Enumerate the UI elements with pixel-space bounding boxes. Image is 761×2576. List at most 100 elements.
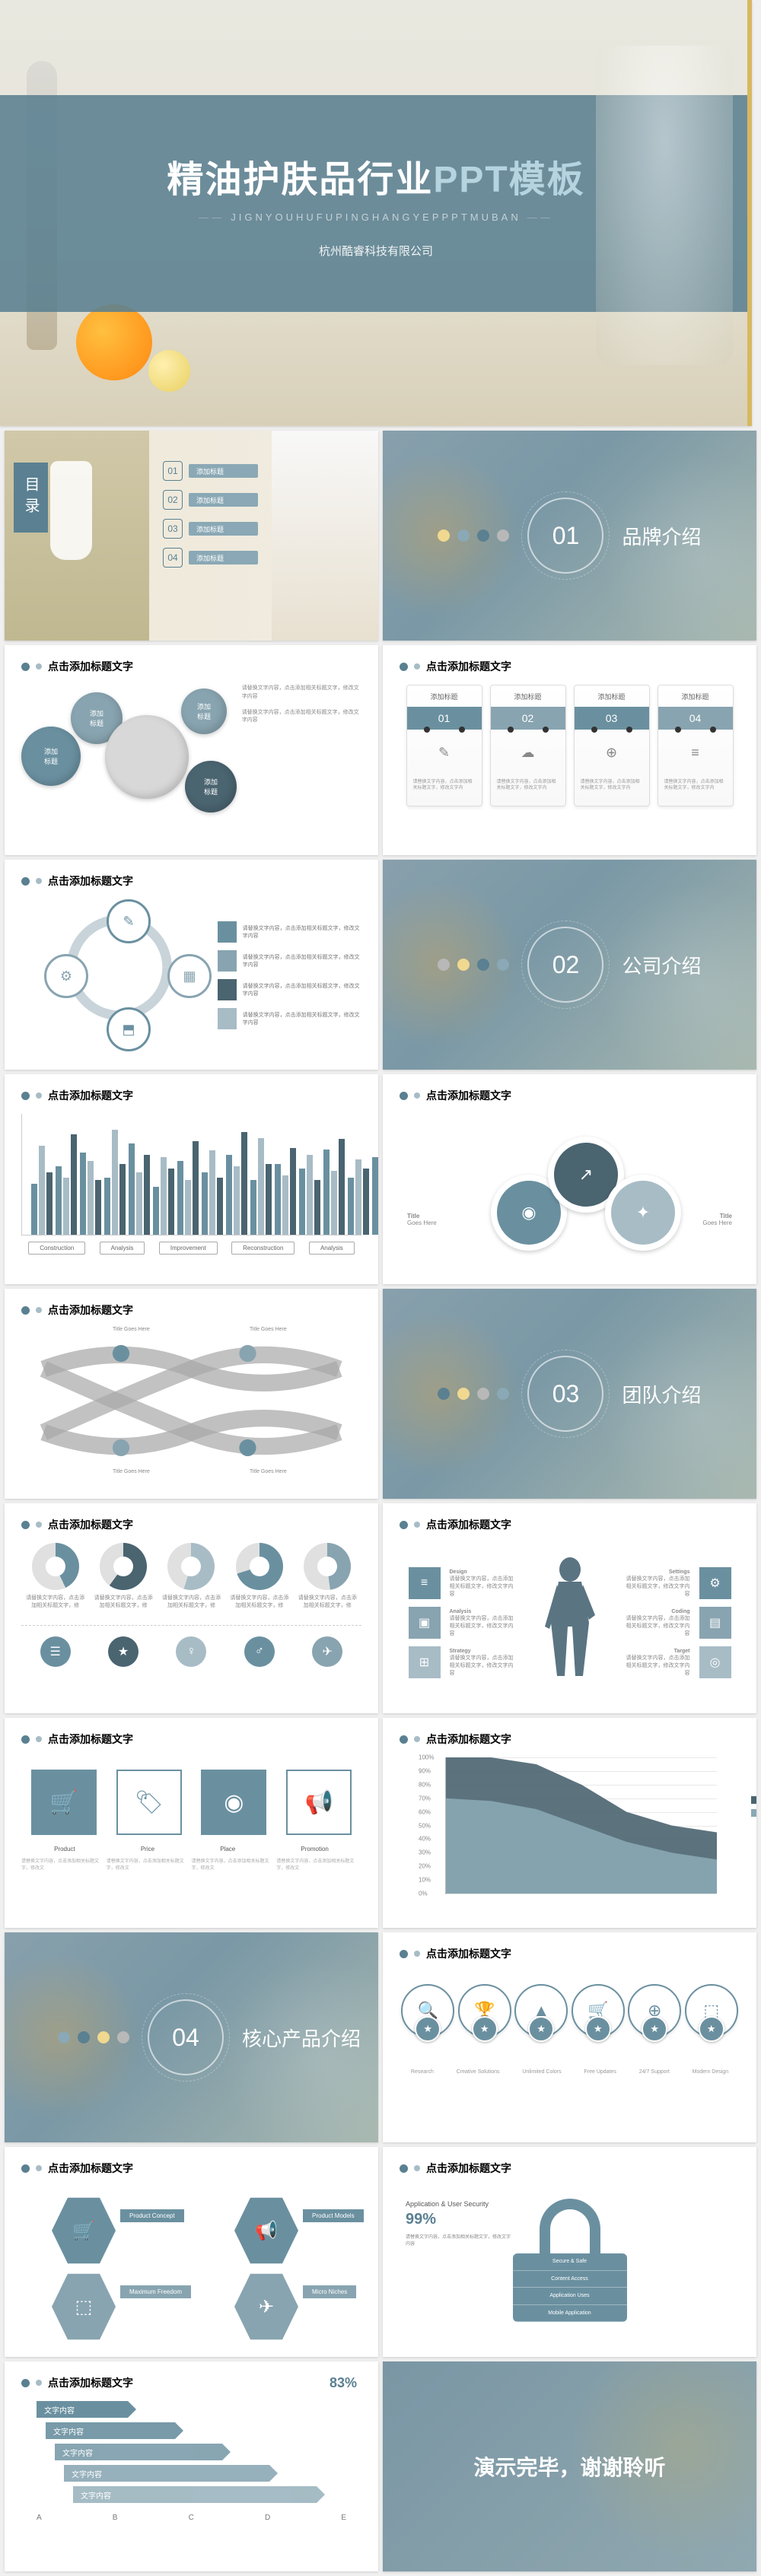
slide-title: 点击添加标题文字 <box>48 1732 133 1747</box>
card-head: 添加标题 <box>658 685 733 707</box>
icon-label: Coding请替换文字内容，点击添加相关标题文字，修改文字内容 <box>622 1609 690 1637</box>
card-head: 添加标题 <box>575 685 649 707</box>
legend-row: 请替换文字内容，点击添加相关标题文字，修改文字内容 <box>218 1008 361 1029</box>
left-col: ≡Design请替换文字内容，点击添加相关标题文字，修改文字内容 ▣Analys… <box>409 1567 518 1678</box>
ylabel: 10% <box>419 1877 431 1884</box>
dot-icon <box>97 2031 110 2043</box>
circle-label: Unlimited Colors <box>522 2069 561 2075</box>
dot-icon <box>497 1388 509 1400</box>
decor-lemon <box>148 350 190 392</box>
sq-sub: 请替换文字内容，点击添加相关标题文字，修改文 <box>107 1857 192 1871</box>
bullet-icon <box>21 663 30 671</box>
bar <box>307 1155 313 1235</box>
dot-icon <box>117 2031 129 2043</box>
slide-title: 点击添加标题文字 <box>426 2161 511 2176</box>
donut: 请替换文字内容，点击添加相关标题文字，修 <box>93 1543 154 1610</box>
info-card[interactable]: 添加标题 01 ✎ 请替换文字内容，点击添加相关标题文字，修改文字内 <box>406 685 482 806</box>
right-col: Settings请替换文字内容，点击添加相关标题文字，修改文字内容⚙ Codin… <box>622 1567 731 1678</box>
square-row: 🛒🏷◉📢 <box>21 1770 361 1835</box>
square-icon: ▤ <box>699 1607 731 1639</box>
bar <box>348 1178 354 1235</box>
lock-layer: Mobile Application <box>513 2305 627 2323</box>
bar <box>136 1172 142 1236</box>
arrow-bar: 文字内容 <box>64 2465 269 2482</box>
sq-label: Place <box>220 1846 235 1852</box>
toc-num: 04 <box>163 548 183 568</box>
legend-row: 请替换文字内容，点击添加相关标题文字，修改文字内容 <box>218 921 361 943</box>
donut: 请替换文字内容，点击添加相关标题文字，修 <box>297 1543 358 1610</box>
legend-swatch <box>218 1008 237 1029</box>
slide-title: 点击添加标题文字 <box>426 659 511 674</box>
info-card[interactable]: 添加标题 04 ≡ 请替换文字内容，点击添加相关标题文字，修改文字内 <box>658 685 734 806</box>
axis-label: E <box>341 2514 346 2522</box>
dot-icon <box>477 959 489 971</box>
square-icon: ≡ <box>409 1567 441 1599</box>
hex-area: 🛒 Product Concept⬚ Maximum Freedom📢 Prod… <box>21 2186 361 2346</box>
slide-bubbles: 点击添加标题文字 添加 标题添加 标题添加 标题添加 标题 请替换文字内容，点击… <box>5 645 378 855</box>
info-card[interactable]: 添加标题 03 ⊕ 请替换文字内容，点击添加相关标题文字，修改文字内 <box>574 685 650 806</box>
toc-slide: 目录 01 添加标题 02 添加标题 03 添加标题 04 添加标题 <box>5 431 378 641</box>
slide-title: 点击添加标题文字 <box>48 873 133 889</box>
circle-label: Free Updates <box>584 2069 616 2075</box>
bar <box>275 1164 281 1235</box>
legend-text: 请替换文字内容，点击添加相关标题文字，修改文字内容 <box>243 924 361 940</box>
ylabel: 60% <box>419 1808 431 1815</box>
xlabel: Construction <box>28 1242 85 1255</box>
legend-swatch <box>218 950 237 972</box>
section-02: 02 公司介绍 <box>383 860 756 1070</box>
bar <box>217 1178 223 1235</box>
bar-chart <box>21 1114 361 1236</box>
toc-item[interactable]: 02 添加标题 <box>163 490 258 510</box>
bar <box>144 1155 150 1235</box>
card-row: 添加标题 01 ✎ 请替换文字内容，点击添加相关标题文字，修改文字内 添加标题 … <box>400 685 740 806</box>
info-card[interactable]: 添加标题 02 ☁ 请替换文字内容，点击添加相关标题文字，修改文字内 <box>490 685 566 806</box>
bar <box>282 1175 288 1235</box>
medal-icon: ★ <box>528 2016 554 2042</box>
square-icon: ⊞ <box>409 1646 441 1678</box>
slide-squares: 点击添加标题文字 🛒🏷◉📢 ProductPricePlacePromotion… <box>5 1718 378 1928</box>
section-title: 公司介绍 <box>622 951 701 979</box>
toc-list: 01 添加标题 02 添加标题 03 添加标题 04 添加标题 <box>149 431 272 641</box>
bar <box>290 1148 296 1235</box>
cover-company: 杭州酷睿科技有限公司 <box>319 243 433 259</box>
section-dots <box>438 530 509 542</box>
bar <box>71 1134 77 1235</box>
section-dots <box>438 1388 509 1400</box>
axis-label: A <box>37 2514 42 2522</box>
bar-group <box>80 1153 101 1235</box>
slide-dna: 点击添加标题文字 Title Goes Here Title Goes Here… <box>5 1289 378 1499</box>
arrow-bars: 文字内容 文字内容 文字内容 文字内容 文字内容 <box>37 2401 346 2503</box>
section-title: 品牌介绍 <box>622 522 701 550</box>
dot-icon <box>438 1388 450 1400</box>
cycle-node: ▦ <box>167 954 212 998</box>
lock-heading: Application & User Security 99% 请替换文字内容，… <box>406 2200 512 2247</box>
toc-item[interactable]: 03 添加标题 <box>163 519 258 539</box>
square-subtext: 请替换文字内容，点击添加相关标题文字，修改文请替换文字内容，点击添加相关标题文字… <box>21 1857 361 1871</box>
card-head: 添加标题 <box>407 685 482 707</box>
ylabel: 70% <box>419 1795 431 1802</box>
xlabel: Improvement <box>159 1242 218 1255</box>
sq-label: Promotion <box>301 1846 328 1852</box>
bubble <box>105 715 189 799</box>
round-icon: ♀ <box>176 1636 206 1667</box>
card-num: 01 <box>407 707 482 730</box>
dna-label: Title Goes Here <box>250 1469 287 1474</box>
section-title: 核心产品介绍 <box>242 2024 361 2052</box>
ring-diagram: TitleGoes Here TitleGoes Here ◉↗✦ <box>400 1114 740 1274</box>
icon-label: Settings请替换文字内容，点击添加相关标题文字，修改文字内容 <box>622 1569 690 1598</box>
bar-group <box>56 1134 77 1235</box>
hexagon: ✈ <box>234 2270 298 2343</box>
slide-grid: 目录 01 添加标题 02 添加标题 03 添加标题 04 添加标题 01 品牌… <box>0 426 761 2576</box>
bar-group <box>372 1130 378 1235</box>
toc-item[interactable]: 01 添加标题 <box>163 461 258 481</box>
card-icon: ⊕ <box>575 730 649 775</box>
bar <box>372 1157 378 1235</box>
bar <box>323 1150 330 1236</box>
donut: 请替换文字内容，点击添加相关标题文字，修 <box>25 1543 86 1610</box>
bar <box>241 1132 247 1235</box>
toc-item[interactable]: 04 添加标题 <box>163 548 258 568</box>
slide-man: 点击添加标题文字 ≡Design请替换文字内容，点击添加相关标题文字，修改文字内… <box>383 1503 756 1713</box>
slide-title: 点击添加标题文字 <box>48 1088 133 1103</box>
arrows-pct: 83% <box>330 2375 357 2391</box>
hex-label: Maximum Freedom <box>120 2285 191 2298</box>
